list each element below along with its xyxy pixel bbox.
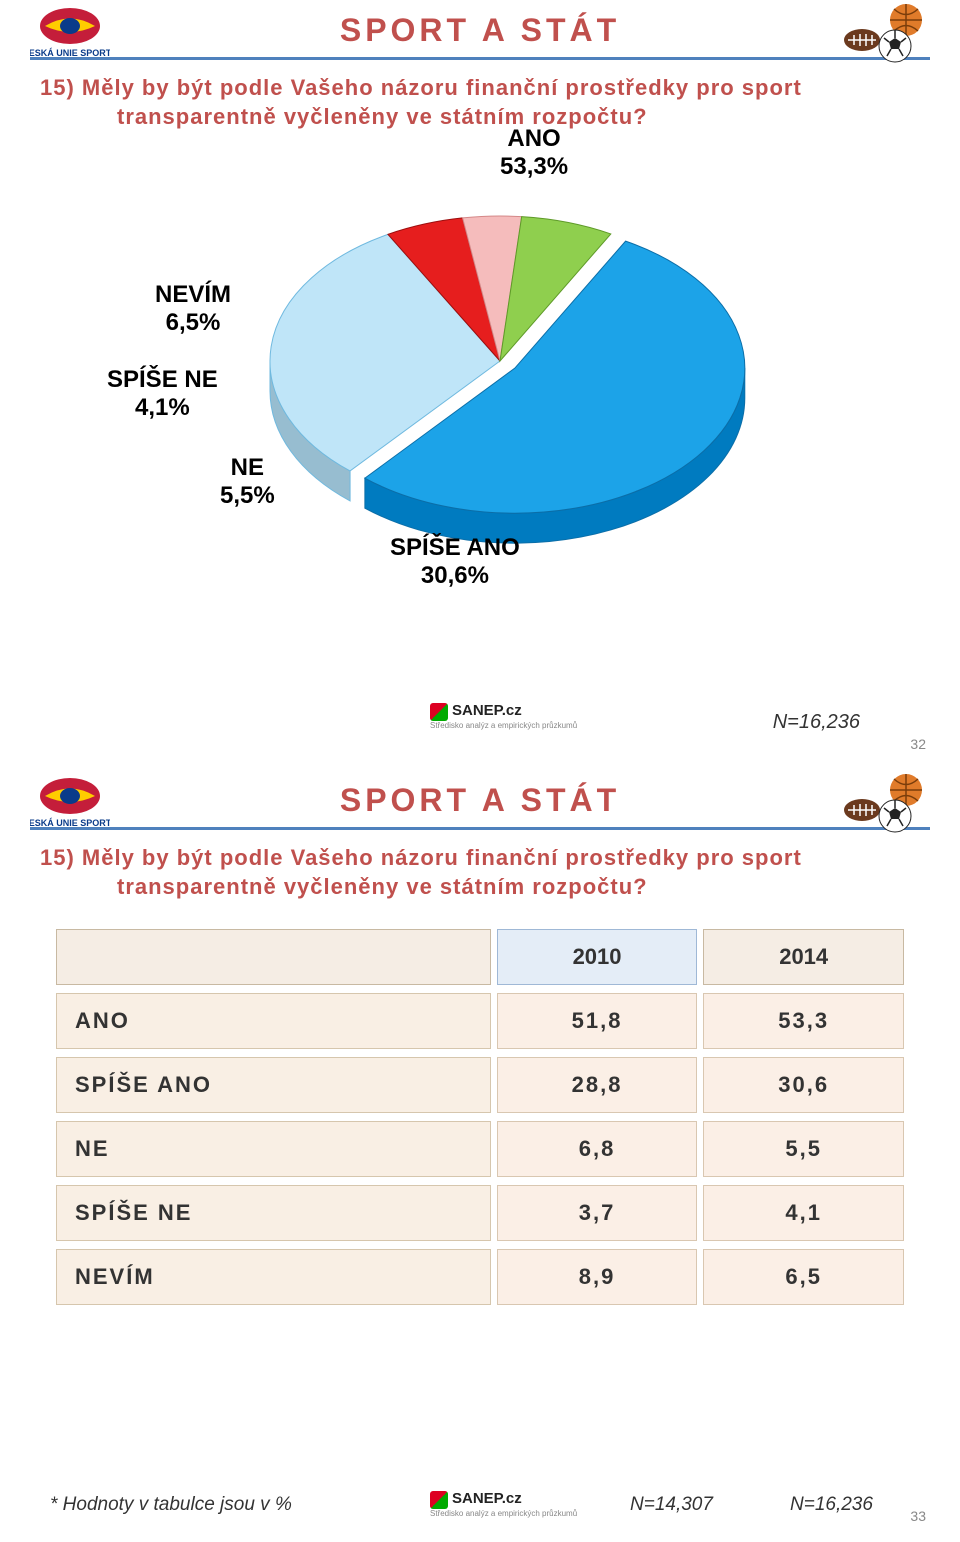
page-number-top: 32 (910, 736, 926, 752)
slide-title: SPORT A STÁT (0, 770, 960, 819)
row-label: SPÍŠE ANO (56, 1057, 491, 1113)
sanep-logo: SANEP.cz Středisko analýz a empirických … (430, 702, 577, 730)
slide-bottom: ČESKÁ UNIE SPORTU SPORT A STÁT 15) Měly … (0, 770, 960, 1542)
svg-text:ČESKÁ UNIE SPORTU: ČESKÁ UNIE SPORTU (30, 817, 110, 828)
table-header-row: 2010 2014 (56, 929, 904, 985)
sport-balls-icon (840, 772, 930, 834)
table-row: NEVÍM8,96,5 (56, 1249, 904, 1305)
row-val-2014: 53,3 (703, 993, 904, 1049)
table-row: SPÍŠE NE3,74,1 (56, 1185, 904, 1241)
question-text: 15) Měly by být podle Vašeho názoru fina… (0, 60, 960, 131)
table-row: NE6,85,5 (56, 1121, 904, 1177)
header-2010: 2010 (497, 929, 698, 985)
slide-title: SPORT A STÁT (0, 0, 960, 49)
question-line2: transparentně vyčleněny ve státním rozpo… (40, 873, 920, 902)
footnote: * Hodnoty v tabulce jsou v % (50, 1494, 292, 1516)
row-label: SPÍŠE NE (56, 1185, 491, 1241)
row-val-2014: 5,5 (703, 1121, 904, 1177)
table-row: SPÍŠE ANO28,830,6 (56, 1057, 904, 1113)
n-bottom-2: N=16,236 (790, 1494, 873, 1516)
label-nevim: NEVÍM6,5% (155, 281, 231, 336)
row-val-2010: 6,8 (497, 1121, 698, 1177)
page-number-bottom: 33 (910, 1508, 926, 1524)
row-val-2014: 6,5 (703, 1249, 904, 1305)
question-line1: 15) Měly by být podle Vašeho názoru fina… (40, 75, 802, 100)
n-bottom-1: N=14,307 (630, 1494, 713, 1516)
row-val-2010: 3,7 (497, 1185, 698, 1241)
row-val-2010: 28,8 (497, 1057, 698, 1113)
row-label: NE (56, 1121, 491, 1177)
question-text: 15) Měly by být podle Vašeho názoru fina… (0, 830, 960, 901)
cus-logo: ČESKÁ UNIE SPORTU (30, 776, 110, 832)
n-value-top: N=16,236 (773, 711, 860, 734)
label-ano: ANO53,3% (500, 125, 568, 180)
row-val-2010: 8,9 (497, 1249, 698, 1305)
row-val-2014: 30,6 (703, 1057, 904, 1113)
sport-balls-icon (840, 2, 930, 64)
label-spise-ne: SPÍŠE NE4,1% (107, 366, 218, 421)
cus-logo: ČESKÁ UNIE SPORTU (30, 6, 110, 62)
pie-chart: ANO53,3% SPÍŠE ANO30,6% NE5,5% SPÍŠE NE4… (0, 131, 960, 591)
comparison-table: 2010 2014 ANO51,853,3 SPÍŠE ANO28,830,6 NE… (0, 901, 960, 1313)
row-val-2010: 51,8 (497, 993, 698, 1049)
slide-top: ČESKÁ UNIE SPORTU SPORT A STÁT 15) Měly … (0, 0, 960, 770)
header-2014: 2014 (703, 929, 904, 985)
row-label: NEVÍM (56, 1249, 491, 1305)
pie-svg (0, 131, 960, 591)
sanep-logo: SANEP.cz Středisko analýz a empirických … (430, 1490, 577, 1518)
question-line2: transparentně vyčleněny ve státním rozpo… (40, 103, 920, 132)
label-spise-ano: SPÍŠE ANO30,6% (390, 534, 520, 589)
header-empty (56, 929, 491, 985)
row-label: ANO (56, 993, 491, 1049)
svg-text:ČESKÁ UNIE SPORTU: ČESKÁ UNIE SPORTU (30, 47, 110, 58)
table-row: ANO51,853,3 (56, 993, 904, 1049)
row-val-2014: 4,1 (703, 1185, 904, 1241)
label-ne: NE5,5% (220, 454, 275, 509)
question-line1: 15) Měly by být podle Vašeho názoru fina… (40, 845, 802, 870)
